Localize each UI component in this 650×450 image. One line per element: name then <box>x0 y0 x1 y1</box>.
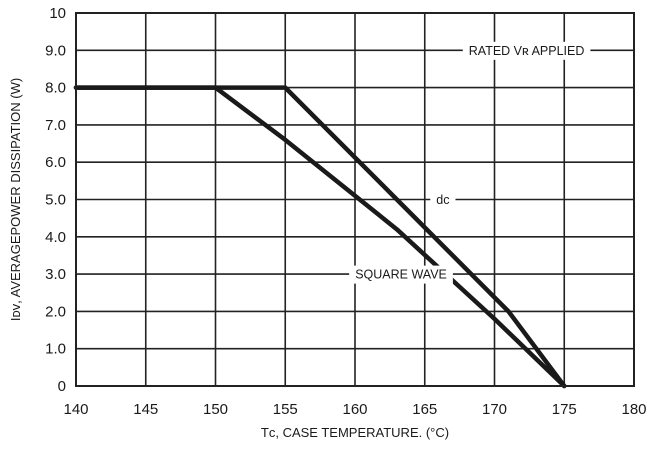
y-tick-label-4: 4.0 <box>45 229 66 246</box>
x-tick-label-8: 180 <box>621 401 646 418</box>
series-line-square-wave <box>73 85 567 389</box>
dc-label-background <box>430 191 456 209</box>
x-tick-label-2: 150 <box>203 401 228 418</box>
y-axis-title: Iᴅᴠ, AVERAGEPOWER DISSIPATION (W) <box>8 78 23 321</box>
annotations: RATED Vʀ APPLIED dc SQUARE WAVE <box>349 41 591 284</box>
y-tick-label-9: 9.0 <box>45 42 66 59</box>
y-tick-label-0: 0 <box>58 378 66 395</box>
plot-frame <box>75 12 635 387</box>
x-tick-label-1: 145 <box>133 401 158 418</box>
y-tick-label-3: 3.0 <box>45 266 66 283</box>
rated-applied-label: RATED Vʀ APPLIED <box>469 44 585 58</box>
x-tick-label-4: 160 <box>342 401 367 418</box>
x-tick-label-5: 165 <box>412 401 437 418</box>
y-tick-label-6: 6.0 <box>45 154 66 171</box>
y-tick-label-5: 5.0 <box>45 192 66 209</box>
dc-series-label: dc <box>436 193 449 207</box>
x-tick-labels: 140 145 150 155 160 165 170 175 180 <box>63 401 646 418</box>
y-tick-labels: 0 1.0 2.0 3.0 4.0 5.0 6.0 7.0 8.0 9.0 10 <box>45 5 66 395</box>
x-axis-title: Tс, CASE TEMPERATURE. (°C) <box>261 425 449 440</box>
rated-label-background <box>462 41 591 60</box>
y-tick-label-1: 1.0 <box>45 341 66 358</box>
x-tick-label-3: 155 <box>273 401 298 418</box>
y-tick-label-7: 7.0 <box>45 117 66 134</box>
curves <box>73 85 567 389</box>
y-tick-label-10: 10 <box>49 5 66 22</box>
y-tick-label-2: 2.0 <box>45 303 66 320</box>
y-tick-label-8: 8.0 <box>45 80 66 97</box>
square-wave-label-background <box>349 265 453 284</box>
x-tick-label-0: 140 <box>63 401 88 418</box>
x-tick-label-7: 175 <box>552 401 577 418</box>
square-wave-series-label: SQUARE WAVE <box>355 268 447 282</box>
x-tick-label-6: 170 <box>482 401 507 418</box>
grid <box>75 12 635 387</box>
